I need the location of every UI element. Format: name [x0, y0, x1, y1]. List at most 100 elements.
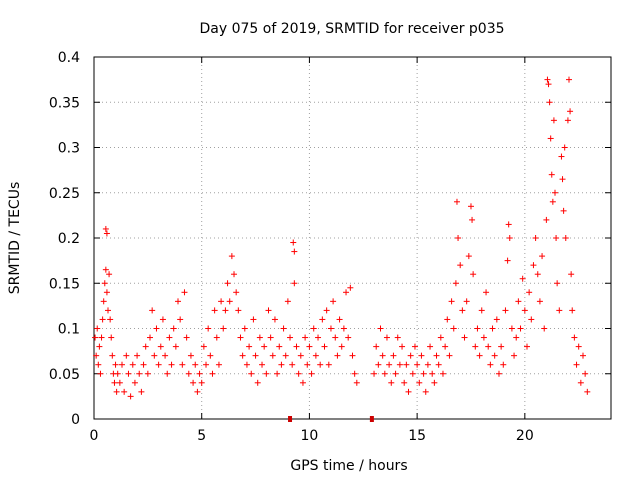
data-point	[487, 361, 494, 368]
data-point	[302, 334, 309, 341]
data-point	[116, 379, 123, 386]
data-point	[536, 298, 543, 305]
data-point	[448, 298, 455, 305]
grid	[94, 57, 611, 419]
data-point	[474, 325, 481, 332]
data-point	[168, 361, 175, 368]
data-point	[411, 343, 418, 350]
data-point	[194, 388, 201, 395]
data-point	[381, 370, 388, 377]
data-point	[565, 76, 572, 83]
data-point	[290, 239, 297, 246]
x-tick-label: 10	[301, 428, 319, 444]
data-point	[457, 262, 464, 269]
tick-labels: 0 5 10 15 20 0 0.05 0.1 0.15 0.2 0.25 0.3 0.35 0.4	[49, 50, 534, 444]
y-tick-label: 0.05	[49, 367, 80, 383]
data-point	[215, 361, 222, 368]
data-point	[129, 361, 136, 368]
data-point	[444, 316, 451, 323]
data-point	[119, 361, 126, 368]
data-point	[422, 388, 429, 395]
y-tick-label: 0.15	[49, 276, 80, 292]
data-point	[470, 271, 477, 278]
data-point	[549, 198, 556, 205]
data-point	[483, 289, 490, 296]
data-point	[134, 352, 141, 359]
data-point	[250, 316, 257, 323]
data-point	[276, 343, 283, 350]
data-point	[551, 189, 558, 196]
data-point	[248, 370, 255, 377]
data-point	[386, 361, 393, 368]
data-point	[94, 325, 101, 332]
data-point	[93, 352, 100, 359]
data-point	[142, 343, 149, 350]
data-point	[505, 221, 512, 228]
data-point	[252, 352, 259, 359]
data-point	[546, 99, 553, 106]
data-point	[556, 307, 563, 314]
data-point	[299, 379, 306, 386]
data-point	[297, 352, 304, 359]
data-point	[582, 370, 589, 377]
data-point	[293, 343, 300, 350]
data-point	[575, 343, 582, 350]
data-point	[192, 361, 199, 368]
data-point	[306, 343, 313, 350]
data-point	[295, 370, 302, 377]
data-point	[431, 379, 438, 386]
data-point	[220, 325, 227, 332]
data-point	[106, 271, 113, 278]
data-point	[336, 316, 343, 323]
data-point	[207, 352, 214, 359]
data-point	[317, 361, 324, 368]
data-point	[209, 370, 216, 377]
data-point	[187, 352, 194, 359]
data-point	[446, 352, 453, 359]
data-point	[547, 135, 554, 142]
data-points	[92, 76, 591, 422]
data-point	[271, 316, 278, 323]
data-point	[121, 388, 128, 395]
data-point	[196, 370, 203, 377]
data-point	[224, 280, 231, 287]
data-point	[403, 361, 410, 368]
x-tick-label: 0	[90, 428, 99, 444]
data-point	[287, 334, 294, 341]
data-point	[102, 266, 109, 273]
data-point	[433, 352, 440, 359]
data-point	[330, 298, 337, 305]
y-tick-label: 0.1	[58, 322, 80, 338]
data-point	[310, 325, 317, 332]
data-point	[383, 334, 390, 341]
data-point	[388, 379, 395, 386]
data-point	[539, 253, 546, 260]
y-tick-label: 0.35	[49, 95, 80, 111]
data-point	[136, 370, 143, 377]
data-point	[560, 207, 567, 214]
data-point	[506, 235, 513, 241]
data-point	[218, 298, 225, 305]
data-point	[228, 253, 235, 260]
data-point	[435, 361, 442, 368]
data-point	[459, 307, 466, 314]
data-point	[231, 271, 238, 278]
y-tick-label: 0.25	[49, 186, 80, 202]
data-point	[254, 379, 261, 386]
data-point	[100, 298, 107, 305]
data-point	[235, 307, 242, 314]
data-point	[97, 370, 104, 377]
zero-value-marker	[369, 416, 374, 422]
data-point	[530, 262, 537, 269]
data-point	[233, 289, 240, 296]
data-point	[544, 76, 551, 83]
data-point	[190, 379, 197, 386]
data-point	[550, 117, 557, 124]
data-point	[198, 379, 205, 386]
data-point	[526, 289, 533, 296]
data-point	[418, 352, 425, 359]
data-point	[485, 343, 492, 350]
data-point	[102, 225, 109, 232]
data-point	[498, 343, 505, 350]
data-point	[467, 203, 474, 210]
